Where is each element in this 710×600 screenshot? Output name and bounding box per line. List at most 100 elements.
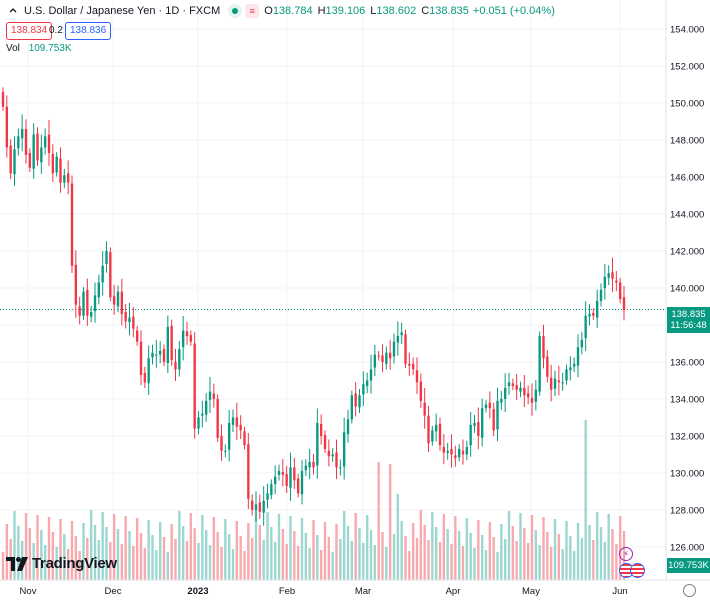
y-tick-label: 132.000 [670,431,704,442]
buy-button[interactable]: 138.836 [65,22,112,40]
volume-bar [369,530,373,580]
volume-bar [415,538,419,580]
volume-bar [427,540,430,580]
candle-body [74,264,78,305]
candle-body [70,183,74,266]
candle-body [17,136,20,149]
candle-body [523,387,526,396]
volume-bar [492,537,495,580]
volume-bar [51,532,55,580]
candle-body [166,326,170,363]
candle-body [323,435,327,449]
volume-bar [327,537,331,580]
candle-body [580,339,584,348]
volume-tag: 109.753K [667,558,710,573]
volume-bar [116,529,120,580]
volume-bar [281,529,285,580]
market-status[interactable]: ≡ [228,4,260,18]
volume-bar [250,538,254,580]
candle-body [285,473,288,486]
volume-bar [530,515,534,580]
volume-bar [339,539,342,580]
volume-bar [254,510,258,580]
volume-bar [166,552,170,580]
candle-body [277,471,281,475]
candle-body [615,280,618,283]
volume-bar [66,549,70,580]
volume-bar [189,513,193,580]
tradingview-logo: TradingView [6,555,117,572]
candle-body [235,417,239,427]
volume-bar [461,546,465,580]
volume-bar [285,544,288,580]
candle-body [618,282,622,300]
volume-bar [572,551,576,580]
volume-bar [392,534,396,580]
volume-bar [576,523,580,580]
candle-body [174,361,177,370]
volume-bar [139,533,143,580]
events-icon: ≡ [245,4,260,18]
candle-body [227,423,231,450]
volume-bar [538,545,541,580]
y-tick-label: 134.000 [670,394,704,405]
candle-body [208,391,212,400]
candle-body [411,363,415,370]
low-label: L [370,5,377,17]
sell-button[interactable]: 138.834 [6,22,53,40]
candle-body [224,450,227,452]
volume-bar [59,519,62,580]
volume-bar [350,541,354,580]
volume-bar [235,521,239,580]
volume-bar [365,515,369,580]
candle-body [392,341,396,357]
volume-bar [266,512,269,580]
candle-body [546,356,549,377]
candle-body [43,136,47,148]
y-tick-label: 126.000 [670,542,704,553]
collapse-chevron-icon[interactable] [6,4,20,18]
candle-body [561,382,564,384]
volume-bar [465,518,469,580]
candle-body [484,404,488,409]
volume-bar [224,519,227,580]
volume-bar [546,532,549,580]
last-price-value: 138.835 [671,309,706,320]
volume-legend: Vol 109.753K [6,43,72,54]
candle-body [423,402,426,416]
volume-bar [124,516,127,580]
volume-bar [262,540,265,580]
countdown-value: 11:56:48 [670,320,707,331]
candle-body [120,291,124,314]
candle-body [492,409,495,431]
symbol-title[interactable]: U.S. Dollar / Japanese Yen · 1D · FXCM [24,5,221,17]
lightning-event-icon[interactable]: ⚡ [619,547,633,561]
volume-bar [239,536,242,580]
x-tick-label: Jun [612,586,627,597]
y-tick-label: 154.000 [670,25,704,36]
candle-body [553,378,557,389]
volume-bar [503,539,507,580]
volume-bar [40,530,43,580]
volume-bar [304,533,308,580]
change-value: +0.051 (+0.04%) [472,5,555,17]
volume-bar [473,548,476,580]
volume-bar [170,524,173,580]
volume-bar [47,517,51,580]
volume-bar [63,534,66,580]
candle-body [450,448,453,455]
volume-bar [595,512,599,580]
volume-bar [377,462,380,580]
candle-body [369,369,373,381]
volume-bar [5,524,9,580]
us-flag-icon-2[interactable] [630,563,645,578]
candle-body [20,128,24,139]
candle-body [515,385,518,390]
settings-gear-icon[interactable] [683,584,696,597]
x-tick-label: Apr [446,586,461,597]
candle-body [220,435,223,451]
volume-bar [335,524,338,580]
candle-body [93,295,97,312]
volume-bar [300,518,304,580]
